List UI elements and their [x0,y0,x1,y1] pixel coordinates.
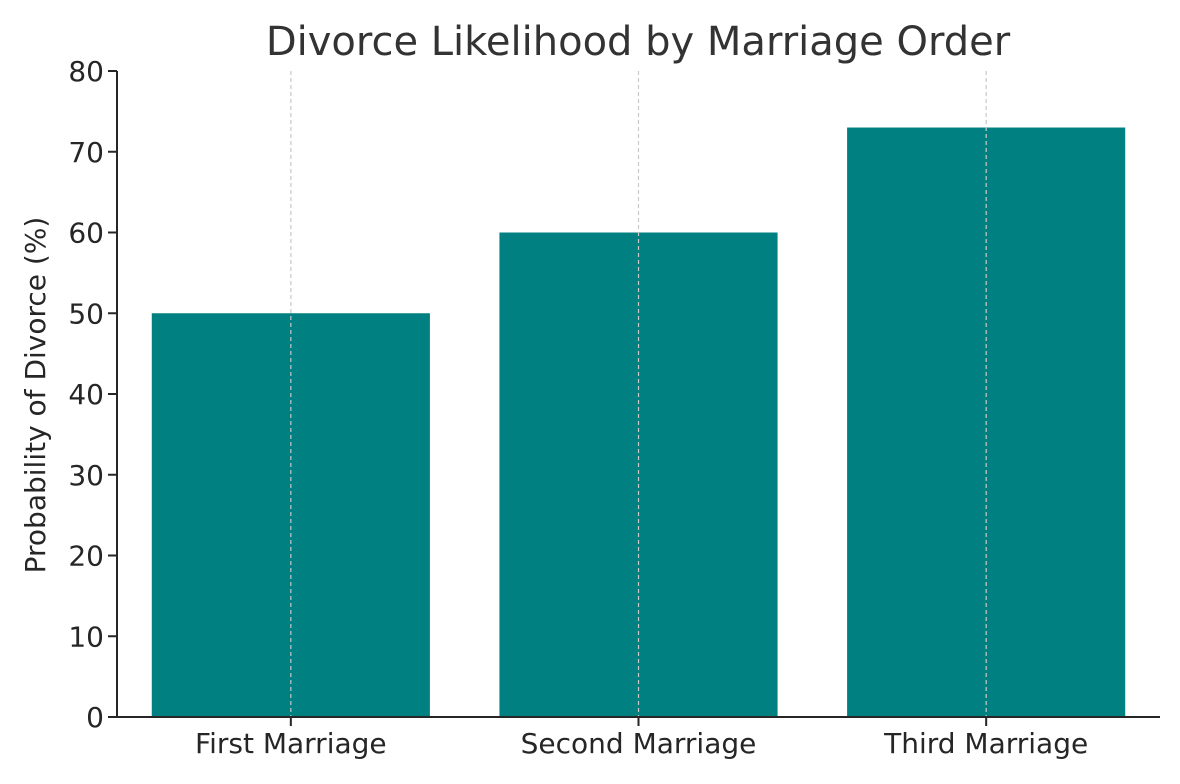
y-tick-label: 30 [68,459,104,492]
x-ticks: First Marriage Second Marriage Third Marri… [195,717,1088,760]
x-tick-label: First Marriage [195,727,387,760]
gridlines [290,71,987,717]
y-ticks: 0 10 20 30 40 50 60 70 80 [68,55,117,734]
y-tick-label: 60 [68,217,104,250]
y-tick-label: 0 [86,701,104,734]
y-axis-label: Probability of Divorce (%) [19,217,52,574]
y-tick-label: 40 [68,378,104,411]
x-tick-label: Second Marriage [521,727,757,760]
x-tick-label: Third Marriage [883,727,1088,760]
y-tick-label: 10 [68,620,104,653]
y-tick-label: 80 [68,55,104,88]
y-tick-label: 70 [68,136,104,169]
chart-title: Divorce Likelihood by Marriage Order [266,19,1011,65]
y-tick-label: 50 [68,297,104,330]
y-tick-label: 20 [68,540,104,573]
bar-second-marriage [499,232,778,717]
